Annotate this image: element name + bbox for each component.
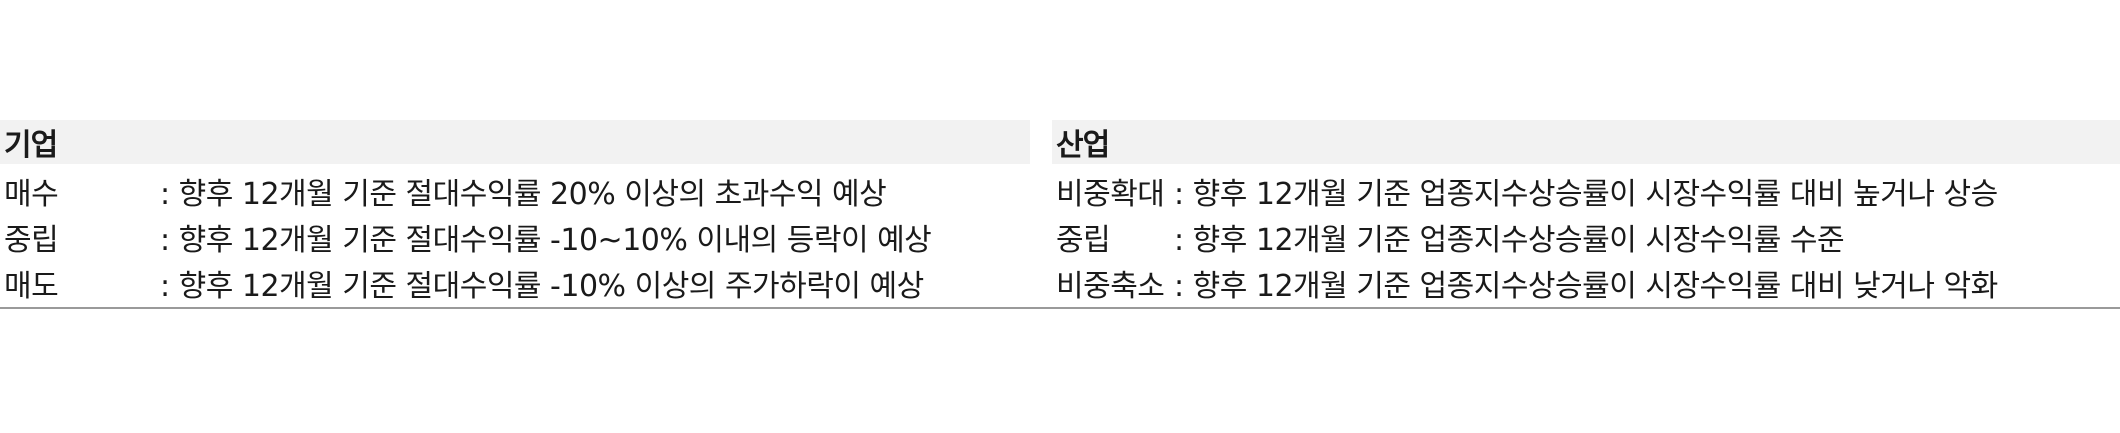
company-rating-rows: 매수 : 향후 12개월 기준 절대수익률 20% 이상의 초과수익 예상 중립… [0,168,1030,306]
industry-rating-underweight: 비중축소 : 향후 12개월 기준 업종지수상승률이 시장수익률 대비 낮거나 … [1052,260,2120,306]
rating-description: : 향후 12개월 기준 업종지수상승률이 시장수익률 수준 [1174,223,1845,258]
rating-description: : 향후 12개월 기준 절대수익률 -10% 이상의 주가하락이 예상 [160,269,924,304]
rating-description: : 향후 12개월 기준 절대수익률 20% 이상의 초과수익 예상 [160,177,887,212]
rating-label: 비중축소 [1056,269,1165,304]
rating-label: 매수 [4,177,59,212]
company-rating-sell: 매도 : 향후 12개월 기준 절대수익률 -10% 이상의 주가하락이 예상 [0,260,1030,306]
industry-rating-overweight: 비중확대 : 향후 12개월 기준 업종지수상승률이 시장수익률 대비 높거나 … [1052,168,2120,214]
table-bottom-divider [0,307,2120,309]
industry-rating-section: 산업 비중확대 : 향후 12개월 기준 업종지수상승률이 시장수익률 대비 높… [1052,120,2120,306]
rating-label: 중립 [4,223,59,258]
rating-definition-table: 기업 매수 : 향후 12개월 기준 절대수익률 20% 이상의 초과수익 예상… [0,120,2120,309]
rating-description: : 향후 12개월 기준 업종지수상승률이 시장수익률 대비 낮거나 악화 [1174,269,1998,304]
rating-label: 중립 [1056,223,1111,258]
industry-rating-rows: 비중확대 : 향후 12개월 기준 업종지수상승률이 시장수익률 대비 높거나 … [1052,168,2120,306]
company-rating-neutral: 중립 : 향후 12개월 기준 절대수익률 -10~10% 이내의 등락이 예상 [0,214,1030,260]
company-rating-section: 기업 매수 : 향후 12개월 기준 절대수익률 20% 이상의 초과수익 예상… [0,120,1030,306]
rating-label: 매도 [4,269,59,304]
rating-label: 비중확대 [1056,177,1165,212]
industry-rating-neutral: 중립 : 향후 12개월 기준 업종지수상승률이 시장수익률 수준 [1052,214,2120,260]
company-section-title: 기업 [0,120,1030,164]
company-rating-buy: 매수 : 향후 12개월 기준 절대수익률 20% 이상의 초과수익 예상 [0,168,1030,214]
rating-description: : 향후 12개월 기준 절대수익률 -10~10% 이내의 등락이 예상 [160,223,932,258]
industry-section-title: 산업 [1052,120,2120,164]
rating-description: : 향후 12개월 기준 업종지수상승률이 시장수익률 대비 높거나 상승 [1174,177,1998,212]
